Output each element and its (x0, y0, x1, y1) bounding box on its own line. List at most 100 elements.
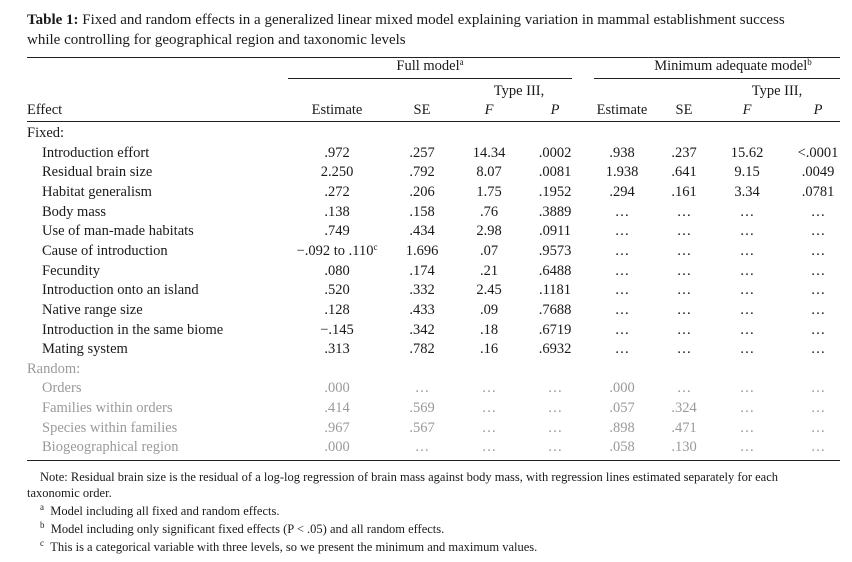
cell: 2.45 (476, 282, 502, 299)
section-label: Random: (27, 360, 81, 377)
cell: … (810, 242, 826, 259)
group-rule (288, 78, 572, 79)
note: taxonomic order. (27, 486, 112, 500)
rule (27, 460, 840, 461)
cell: 8.07 (476, 164, 502, 181)
cell: .6932 (538, 341, 572, 358)
column-header: Estimate (596, 102, 648, 118)
cell: .749 (324, 223, 350, 240)
cell: .272 (324, 183, 350, 200)
footnote: c This is a categorical variable with th… (40, 538, 537, 556)
cell: .342 (409, 321, 435, 338)
cell: .09 (479, 301, 499, 318)
cell: .174 (409, 262, 435, 279)
column-header: Estimate (311, 102, 363, 118)
cell: … (481, 419, 497, 436)
column-header: F (484, 102, 494, 118)
cell: .057 (609, 400, 635, 417)
footnote: b Model including only significant fixed… (40, 520, 444, 538)
cell: .9573 (538, 242, 572, 259)
cell: <.0001 (797, 144, 839, 161)
title-label: Table 1: (27, 12, 79, 28)
cell: .3889 (538, 203, 572, 220)
cell: .972 (324, 144, 350, 161)
group-title: Full model (396, 58, 460, 74)
cell: 1.938 (605, 164, 639, 181)
rule (27, 121, 840, 122)
cell: … (810, 203, 826, 220)
cell: 9.15 (734, 164, 760, 181)
cell: … (547, 380, 563, 397)
cell: .7688 (538, 301, 572, 318)
cell: .471 (671, 419, 697, 436)
cell: .76 (479, 203, 499, 220)
group-header: Minimum adequate modelb (654, 57, 812, 75)
table-title: while controlling for geographical regio… (27, 32, 406, 48)
row-label: Body mass (42, 203, 107, 220)
cell: … (614, 223, 630, 240)
footnote-mark: a (40, 502, 44, 512)
note: Note: Residual brain size is the residua… (40, 470, 778, 484)
cell: … (810, 223, 826, 240)
cell: 2.250 (320, 164, 354, 181)
cell: .000 (324, 380, 350, 397)
cell: … (547, 419, 563, 436)
cell: .000 (609, 380, 635, 397)
section-label: Fixed: (27, 125, 65, 141)
footnote-mark: a (459, 57, 464, 67)
cell: … (481, 380, 497, 397)
cell: .0049 (801, 164, 835, 181)
cell: … (676, 380, 692, 397)
cell: −.145 (320, 321, 354, 338)
cell: .07 (479, 242, 499, 259)
cell: .161 (671, 183, 697, 200)
footnote-mark: b (40, 520, 45, 530)
cell: .130 (671, 439, 697, 456)
cell: … (676, 341, 692, 358)
cell: .0781 (801, 183, 835, 200)
footnote-text: This is a categorical variable with thre… (50, 540, 538, 554)
row-label: Native range size (42, 301, 143, 318)
cell: −.092 to .110c (297, 242, 378, 260)
cell: … (676, 203, 692, 220)
cell: … (614, 321, 630, 338)
cell: … (810, 282, 826, 299)
cell: … (676, 301, 692, 318)
footnote-text: Model including all fixed and random eff… (50, 504, 280, 518)
table-title: Table 1: Fixed and random effects in a g… (27, 11, 785, 29)
column-header: F (742, 102, 752, 118)
footnote-mark: c (40, 538, 44, 548)
cell: … (481, 439, 497, 456)
cell: .0002 (538, 144, 572, 161)
row-label: Habitat generalism (42, 183, 152, 200)
row-label: Cause of introduction (42, 242, 168, 259)
cell: .294 (609, 183, 635, 200)
column-header: P (813, 102, 823, 118)
cell: .938 (609, 144, 635, 161)
footnote-mark: c (373, 241, 378, 252)
cell: .782 (409, 341, 435, 358)
cell: 15.62 (730, 144, 764, 161)
cell: … (739, 439, 755, 456)
cell: … (676, 262, 692, 279)
cell: … (547, 439, 563, 456)
footnote-text: Model including only significant fixed e… (50, 522, 445, 536)
cell: 1.696 (405, 242, 439, 259)
cell: .434 (409, 223, 435, 240)
cell: .158 (409, 203, 435, 220)
cell: … (739, 301, 755, 318)
rule (27, 57, 840, 58)
cell: .257 (409, 144, 435, 161)
column-header: Type III, (493, 83, 545, 99)
cell: .138 (324, 203, 350, 220)
cell: … (810, 419, 826, 436)
cell: .6719 (538, 321, 572, 338)
cell: … (739, 380, 755, 397)
cell: … (614, 341, 630, 358)
cell: .16 (479, 341, 499, 358)
cell: … (614, 242, 630, 259)
cell: … (739, 223, 755, 240)
cell: … (739, 321, 755, 338)
cell: 3.34 (734, 183, 760, 200)
row-label: Use of man-made habitats (42, 223, 194, 240)
